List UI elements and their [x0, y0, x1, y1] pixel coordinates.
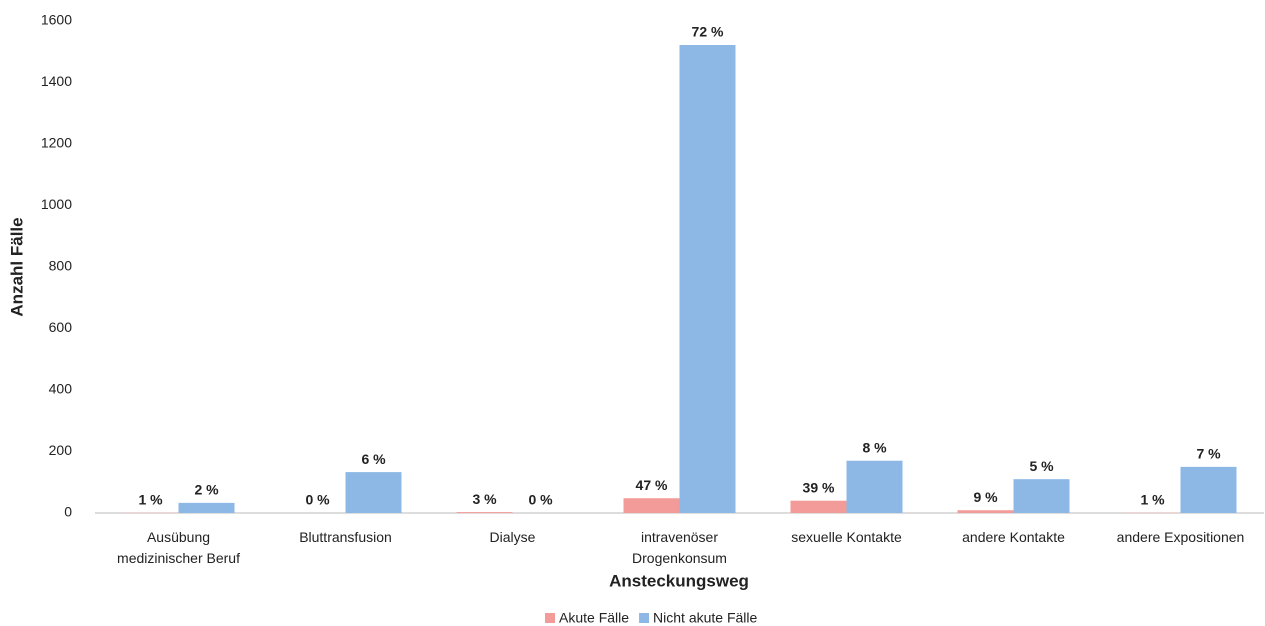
x-tick-label: andere Kontakte [962, 529, 1065, 545]
x-tick-label-line: intravenöser [641, 529, 718, 545]
y-tick-label: 800 [49, 258, 73, 274]
value-label: 1 % [138, 491, 163, 507]
value-label: 7 % [1196, 446, 1221, 462]
y-tick-label: 400 [49, 381, 73, 397]
legend-swatch [639, 613, 650, 623]
bar [1013, 479, 1070, 513]
x-tick-label: Bluttransfusion [299, 529, 392, 545]
x-tick-label: andere Expositionen [1117, 529, 1245, 545]
value-label: 0 % [305, 492, 330, 508]
y-tick-label: 1600 [41, 12, 72, 28]
x-tick-label: sexuelle Kontakte [791, 529, 902, 545]
x-tick-label-line: Drogenkonsum [632, 550, 727, 566]
bar [679, 44, 736, 514]
y-tick-label: 1000 [41, 196, 72, 212]
x-tick-label-line: andere Kontakte [962, 529, 1065, 545]
value-label: 2 % [194, 482, 219, 498]
x-tick-label-line: Ausübung [147, 529, 210, 545]
bar [1180, 466, 1237, 513]
bar [178, 502, 235, 513]
x-tick-label: Dialyse [490, 529, 536, 545]
x-tick-label-line: Bluttransfusion [299, 529, 392, 545]
x-tick-label-line: medizinischer Beruf [117, 550, 240, 566]
bar [846, 460, 903, 513]
value-label: 39 % [803, 479, 835, 495]
legend-label: Nicht akute Fälle [653, 610, 757, 626]
legend-label: Akute Fälle [559, 610, 629, 626]
value-label: 6 % [361, 451, 386, 467]
x-tick-label-line: Dialyse [490, 529, 536, 545]
value-label: 5 % [1029, 458, 1054, 474]
y-tick-label: 600 [49, 319, 73, 335]
x-axis-title: Ansteckungsweg [609, 571, 749, 590]
bar [345, 472, 402, 513]
y-axis-title: Anzahl Fälle [7, 217, 26, 316]
x-tick-label-line: andere Expositionen [1117, 529, 1245, 545]
bar [790, 500, 847, 513]
value-label: 72 % [692, 24, 724, 40]
value-label: 47 % [636, 477, 668, 493]
value-label: 8 % [862, 439, 887, 455]
value-label: 9 % [973, 489, 998, 505]
value-label: 0 % [528, 492, 553, 508]
x-tick-label-line: sexuelle Kontakte [791, 529, 902, 545]
y-tick-label: 1400 [41, 73, 72, 89]
value-label: 1 % [1140, 491, 1165, 507]
value-label: 3 % [472, 491, 497, 507]
bar [456, 512, 513, 513]
x-tick-label: intravenöser Drogenkonsum [632, 529, 727, 566]
x-tick-label: Ausübung medizinischer Beruf [117, 529, 240, 566]
bar [623, 498, 680, 513]
y-tick-label: 1200 [41, 135, 72, 151]
bar [957, 510, 1014, 513]
legend-swatch [545, 613, 555, 623]
y-tick-label: 200 [49, 442, 73, 458]
y-tick-label: 0 [64, 504, 72, 520]
